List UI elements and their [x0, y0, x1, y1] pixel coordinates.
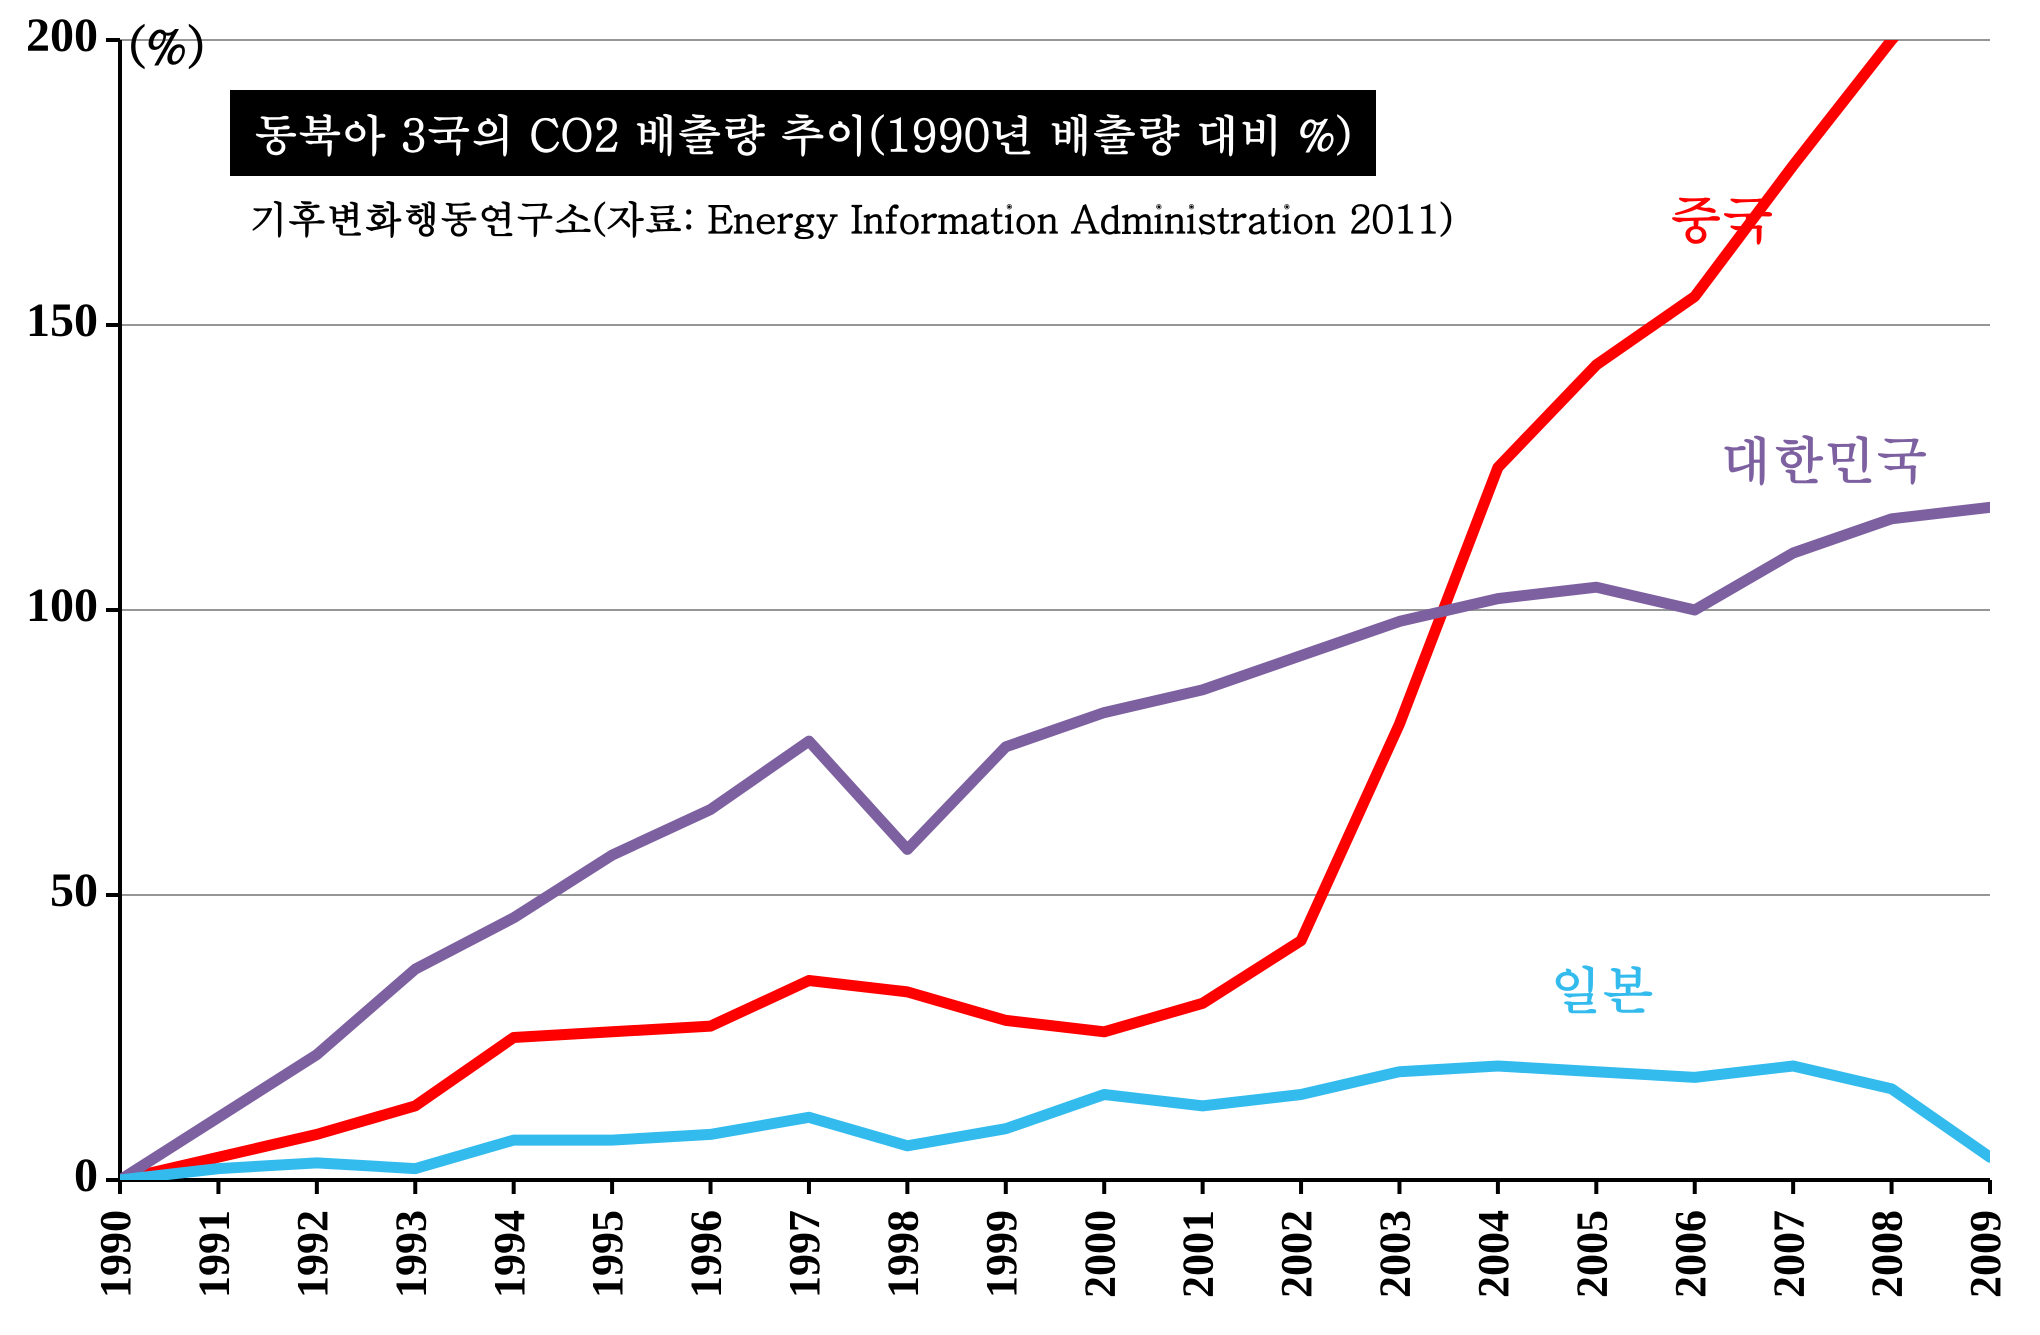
svg-text:2002: 2002 — [1272, 1210, 1321, 1298]
y-axis-unit-label: (%) — [128, 10, 205, 78]
svg-text:2001: 2001 — [1174, 1210, 1223, 1298]
chart-subtitle: 기후변화행동연구소(자료: Energy Information Adminis… — [250, 190, 1454, 244]
svg-text:1996: 1996 — [682, 1210, 731, 1298]
svg-text:1995: 1995 — [583, 1210, 632, 1298]
svg-text:1991: 1991 — [190, 1210, 239, 1298]
series-label-china: 중국 — [1670, 180, 1774, 254]
svg-text:2003: 2003 — [1371, 1210, 1420, 1298]
series-label-korea: 대한민국 — [1720, 420, 1928, 494]
svg-text:2007: 2007 — [1764, 1210, 1813, 1298]
svg-text:2004: 2004 — [1469, 1210, 1518, 1298]
svg-text:200: 200 — [26, 9, 98, 62]
svg-text:2000: 2000 — [1075, 1210, 1124, 1298]
series-label-japan: 일본 — [1550, 950, 1654, 1024]
svg-text:1990: 1990 — [91, 1210, 140, 1298]
svg-text:0: 0 — [74, 1149, 98, 1202]
svg-text:150: 150 — [26, 294, 98, 347]
chart-title: 동북아 3국의 CO2 배출량 추이(1990년 배출량 대비 %) — [230, 90, 1376, 176]
svg-text:2006: 2006 — [1666, 1210, 1715, 1298]
svg-text:1999: 1999 — [977, 1210, 1026, 1298]
svg-text:100: 100 — [26, 579, 98, 632]
svg-text:1994: 1994 — [485, 1210, 534, 1298]
svg-text:1993: 1993 — [386, 1210, 435, 1298]
svg-text:2008: 2008 — [1863, 1210, 1912, 1298]
svg-text:2009: 2009 — [1961, 1210, 2010, 1298]
svg-text:1998: 1998 — [878, 1210, 927, 1298]
svg-text:1997: 1997 — [780, 1210, 829, 1298]
svg-text:50: 50 — [50, 864, 98, 917]
svg-text:2005: 2005 — [1567, 1210, 1616, 1298]
chart-container: 0 50 100 150 200 1990 1991 1992 1993 1994 1995 1996… — [0, 0, 2040, 1335]
svg-text:1992: 1992 — [288, 1210, 337, 1298]
